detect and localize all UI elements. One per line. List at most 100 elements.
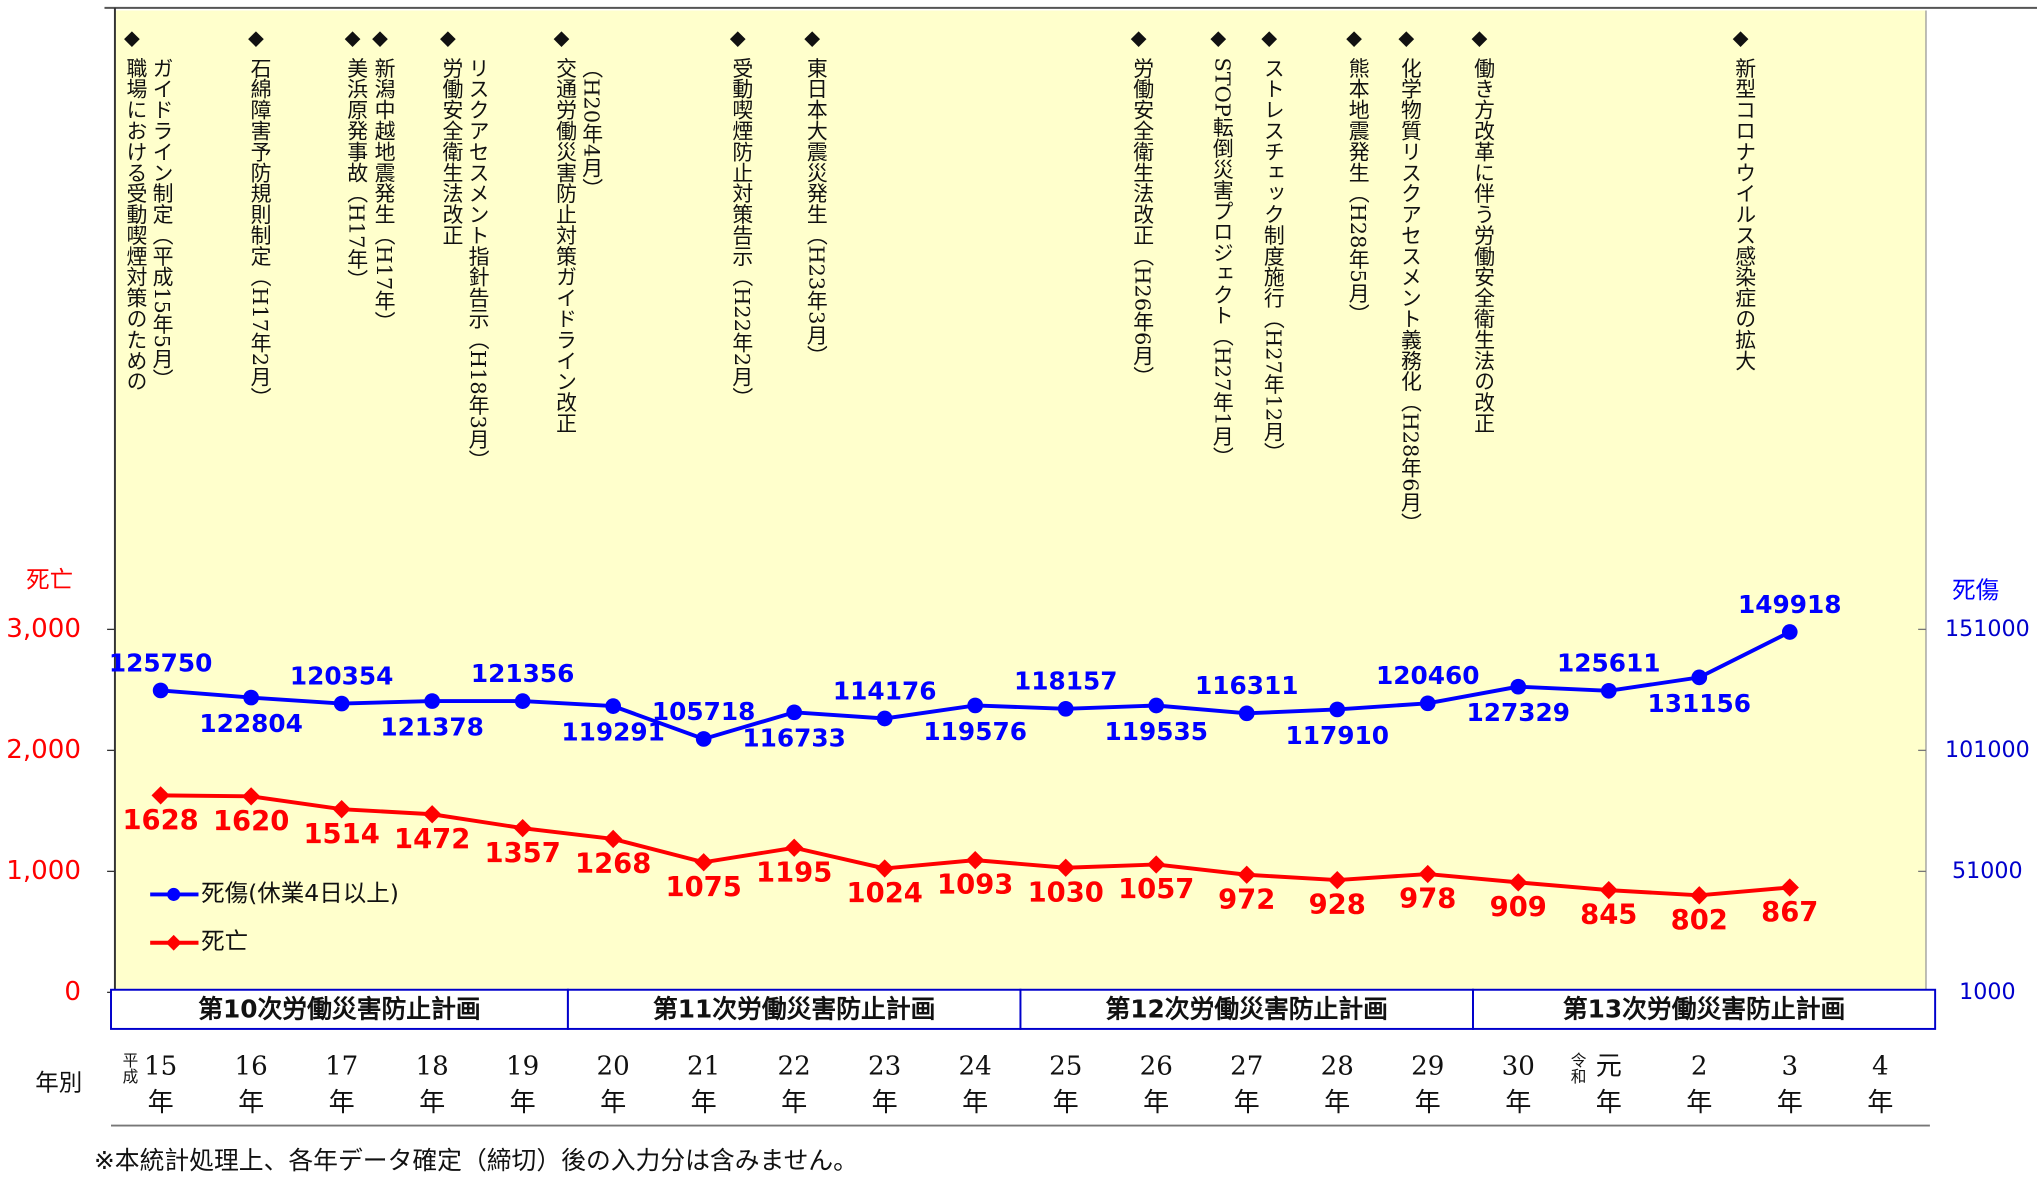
annotation-text: 労働安全衛生法改正 <box>440 57 464 245</box>
y2-tick-label: 51000 <box>1952 858 2023 884</box>
data-label: 125750 <box>109 648 213 677</box>
x-tick-label: 26年 <box>1139 1049 1173 1118</box>
x-tick-label-box: 2年 <box>1686 1049 1713 1118</box>
data-label: 909 <box>1490 892 1547 923</box>
data-label: 978 <box>1399 884 1456 915</box>
point <box>423 805 442 824</box>
data-label: 1024 <box>847 878 923 909</box>
annotation-text: 受動喫煙防止対策告示（H22年2月） <box>730 57 754 408</box>
annotation-bullet <box>804 31 821 48</box>
x-tick-label: 28年 <box>1320 1049 1354 1118</box>
point <box>333 695 350 712</box>
x-tick-label: 27年 <box>1230 1049 1264 1118</box>
x-tick-label: 20年 <box>596 1049 630 1118</box>
x-tick-label: 17年 <box>325 1049 359 1118</box>
data-label: 114176 <box>833 676 937 705</box>
y-tick-label: 2,000 <box>6 735 81 765</box>
data-label: 867 <box>1761 897 1818 928</box>
x-tick-label: 25年 <box>1049 1049 1083 1118</box>
data-label: 117910 <box>1285 721 1389 750</box>
point <box>1781 624 1798 640</box>
data-label: 118157 <box>1014 667 1118 696</box>
plan-box <box>566 988 1022 1030</box>
x-tick-label: 23年 <box>868 1049 902 1118</box>
annotation-text: リスクアセスメント指針告示（H18年3月） <box>466 57 490 470</box>
x-tick-label: 2年 <box>1686 1049 1713 1118</box>
x-tick-label-box: 18年 <box>416 1050 449 1118</box>
legend-marker <box>167 887 181 901</box>
point <box>152 682 169 699</box>
data-label: 1620 <box>213 806 289 837</box>
x-tick-label-box: 28年 <box>1320 1049 1354 1118</box>
point <box>1599 880 1618 900</box>
data-label: 1472 <box>394 824 470 855</box>
data-label: 928 <box>1309 890 1366 921</box>
annotation-text: 交通労働災害防止対策ガイドライン改正 <box>554 57 578 433</box>
annotation-text: 労働安全衛生法改正（H26年6月） <box>1131 57 1155 387</box>
point <box>1418 864 1437 884</box>
annotation-bullet <box>1210 31 1227 48</box>
annotation-bullet <box>1398 31 1415 48</box>
point <box>1690 886 1709 905</box>
annotation-text: 美浜原発事故（H17年） <box>345 57 369 290</box>
x-tick-label-box: 17年 <box>325 1049 359 1118</box>
annotation-text: 化学物質リスクアセスメント義務化（H28年6月） <box>1398 57 1422 533</box>
point <box>1238 705 1255 722</box>
point <box>1329 701 1346 718</box>
annotation-text: 熊本地震発生（H28年5月） <box>1346 57 1370 324</box>
data-label: 1514 <box>304 819 380 850</box>
point <box>1057 701 1074 717</box>
point <box>967 697 984 714</box>
plan-box <box>1472 988 1937 1030</box>
annotation-text: 新型コロナウイルス感染症の拡大 <box>1733 57 1757 371</box>
annotation-text: 石綿障害予防規則制定（H17年2月） <box>248 57 272 408</box>
annotation-bullet <box>372 31 388 48</box>
annotation-bullet <box>248 31 264 48</box>
x-tick-label: 16年 <box>234 1049 268 1118</box>
point <box>1600 682 1617 699</box>
point <box>1148 697 1165 714</box>
x-tick-label-box: 30年 <box>1501 1049 1535 1118</box>
point <box>1691 669 1708 686</box>
legend-label: 死傷(休業4日以上) <box>201 879 399 907</box>
x-tick-label: 21年 <box>687 1049 721 1118</box>
point <box>786 704 803 721</box>
x-tick-label-box: 27年 <box>1230 1049 1264 1118</box>
x-tick-label-box: 21年 <box>687 1049 721 1118</box>
data-label: 120354 <box>290 661 394 690</box>
annotation-bullet <box>553 31 570 48</box>
data-label: 1057 <box>1118 874 1194 905</box>
data-label: 116733 <box>742 724 846 753</box>
point <box>1510 678 1527 695</box>
point <box>875 859 894 878</box>
y-tick-label: 1,000 <box>6 856 81 886</box>
y2-axis-title: 死傷 <box>1952 576 1999 604</box>
data-label: 149918 <box>1738 590 1842 619</box>
row-label: 年別 <box>35 1068 82 1096</box>
x-tick-label-box: 22年 <box>778 1050 811 1118</box>
point <box>876 710 893 727</box>
data-label: 119576 <box>923 717 1027 746</box>
data-label: 119291 <box>561 718 665 747</box>
annotation-bullet <box>440 31 456 48</box>
x-tick-label-box: 25年 <box>1049 1049 1083 1118</box>
data-label: 1357 <box>485 838 561 869</box>
era-label: 平成 <box>120 1052 139 1084</box>
annotation-bullet <box>1732 31 1749 48</box>
data-label: 1268 <box>575 849 651 880</box>
x-tick-label: 3年 <box>1776 1049 1803 1118</box>
data-label: 125611 <box>1557 649 1661 678</box>
annotation-text: 職場における受動喫煙対策のための <box>124 57 148 391</box>
x-tick-label-box: 19年 <box>506 1050 539 1118</box>
x-tick-label-box: 23年 <box>868 1049 902 1118</box>
x-tick-label: 29年 <box>1411 1049 1445 1118</box>
x-tick-label-box: 26年 <box>1139 1049 1173 1118</box>
point <box>243 689 259 706</box>
annotation-bullet <box>1471 31 1488 48</box>
y2-tick-label: 1000 <box>1959 979 2015 1005</box>
annotation-text: 働き方改革に伴う労働安全衛生法の改正 <box>1472 57 1496 433</box>
data-label: 972 <box>1218 884 1275 915</box>
data-label: 1093 <box>937 870 1013 901</box>
data-label: 1030 <box>1028 877 1104 908</box>
x-tick-label: 30年 <box>1501 1049 1535 1118</box>
